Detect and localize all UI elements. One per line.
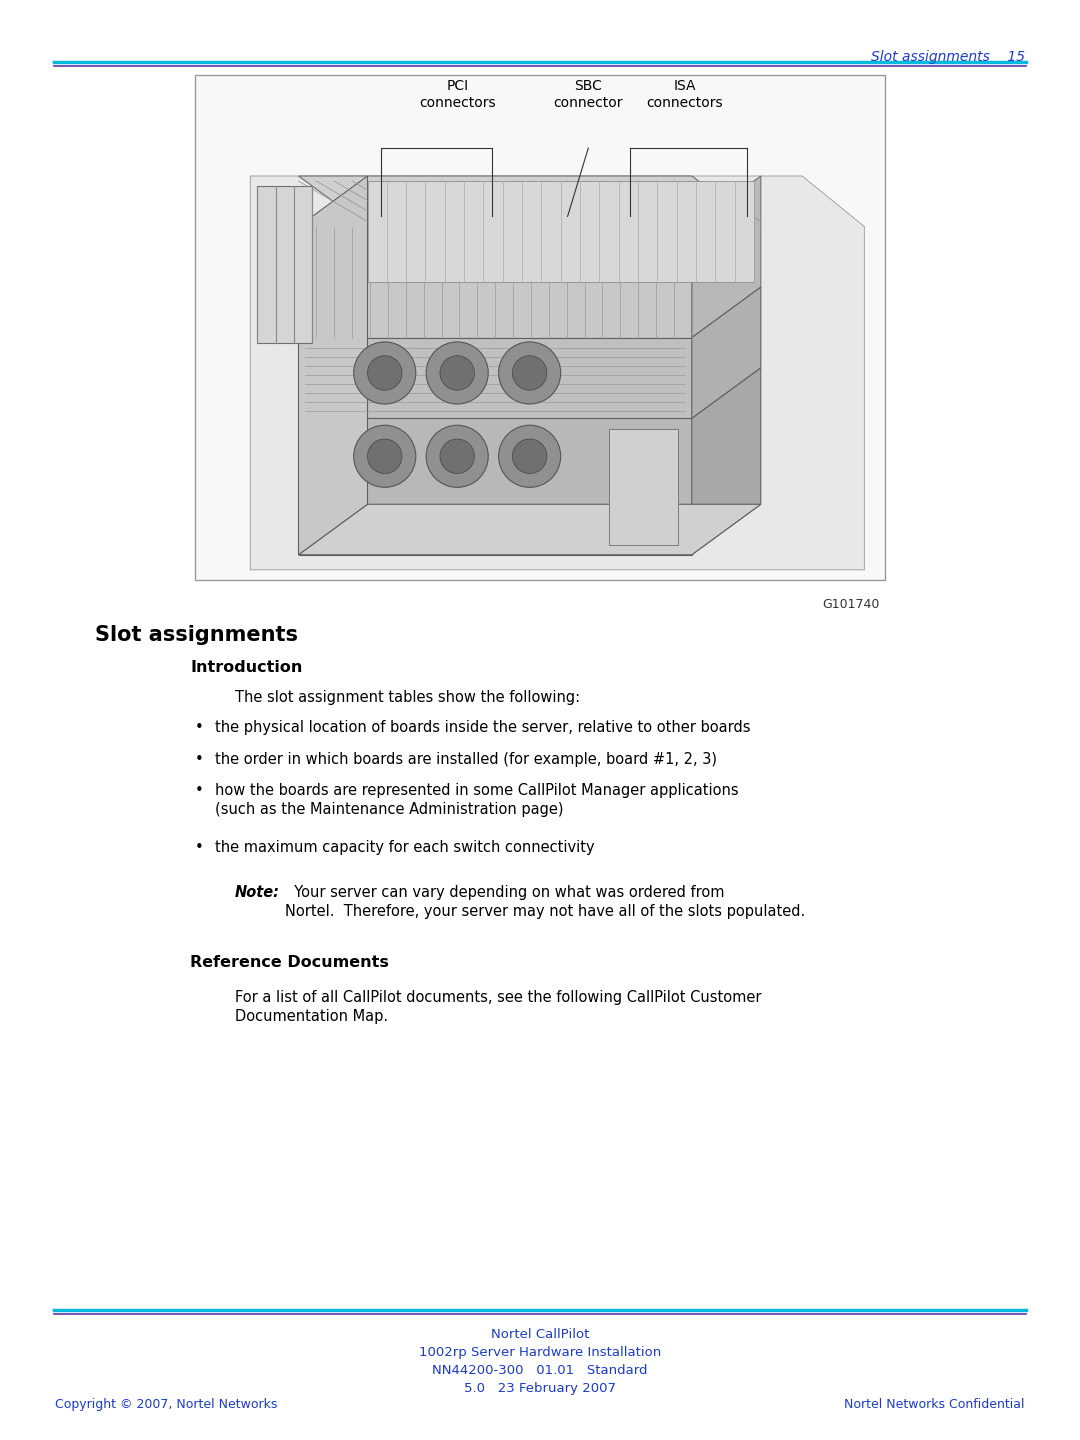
Text: Nortel Networks Confidential: Nortel Networks Confidential <box>845 1398 1025 1411</box>
Polygon shape <box>298 176 367 554</box>
Polygon shape <box>257 186 312 343</box>
Polygon shape <box>692 287 760 419</box>
Text: •: • <box>195 752 204 768</box>
Circle shape <box>427 425 488 487</box>
Circle shape <box>354 425 416 487</box>
Text: Note:: Note: <box>235 886 280 900</box>
Circle shape <box>354 341 416 405</box>
Text: Copyright © 2007, Nortel Networks: Copyright © 2007, Nortel Networks <box>55 1398 278 1411</box>
Text: Introduction: Introduction <box>190 660 302 675</box>
Text: •: • <box>195 783 204 798</box>
Text: G101740: G101740 <box>823 598 880 611</box>
Circle shape <box>440 356 474 390</box>
Polygon shape <box>609 429 678 544</box>
Circle shape <box>440 439 474 474</box>
Polygon shape <box>298 226 692 337</box>
Text: 5.0   23 February 2007: 5.0 23 February 2007 <box>464 1382 616 1395</box>
Text: 1002rp Server Hardware Installation: 1002rp Server Hardware Installation <box>419 1346 661 1359</box>
Text: The slot assignment tables show the following:: The slot assignment tables show the foll… <box>235 690 580 706</box>
Text: NN44200-300   01.01   Standard: NN44200-300 01.01 Standard <box>432 1364 648 1377</box>
Text: Slot assignments: Slot assignments <box>95 625 298 645</box>
Text: Your server can vary depending on what was ordered from
Nortel.  Therefore, your: Your server can vary depending on what w… <box>285 886 806 919</box>
Text: Reference Documents: Reference Documents <box>190 955 389 971</box>
Polygon shape <box>692 176 760 337</box>
Circle shape <box>499 425 561 487</box>
Polygon shape <box>251 176 864 570</box>
Text: Nortel CallPilot: Nortel CallPilot <box>490 1328 590 1341</box>
Polygon shape <box>298 176 760 226</box>
Text: PCI
connectors: PCI connectors <box>419 79 496 109</box>
Text: how the boards are represented in some CallPilot Manager applications
(such as t: how the boards are represented in some C… <box>215 783 739 818</box>
Circle shape <box>427 341 488 405</box>
Polygon shape <box>692 367 760 554</box>
Text: the order in which boards are installed (for example, board #1, 2, 3): the order in which boards are installed … <box>215 752 717 768</box>
Circle shape <box>499 341 561 405</box>
Polygon shape <box>298 419 692 554</box>
Polygon shape <box>298 504 760 554</box>
Text: •: • <box>195 720 204 734</box>
Text: SBC
connector: SBC connector <box>554 79 623 109</box>
Circle shape <box>512 439 546 474</box>
Polygon shape <box>367 181 754 282</box>
Text: the physical location of boards inside the server, relative to other boards: the physical location of boards inside t… <box>215 720 751 734</box>
Text: the maximum capacity for each switch connectivity: the maximum capacity for each switch con… <box>215 840 595 855</box>
Bar <box>195 75 885 580</box>
Polygon shape <box>298 337 692 419</box>
Circle shape <box>367 356 402 390</box>
Text: For a list of all CallPilot documents, see the following CallPilot Customer
Docu: For a list of all CallPilot documents, s… <box>235 991 761 1024</box>
Circle shape <box>367 439 402 474</box>
Circle shape <box>512 356 546 390</box>
Text: ISA
connectors: ISA connectors <box>647 79 724 109</box>
Text: Slot assignments    15: Slot assignments 15 <box>870 50 1025 63</box>
Text: •: • <box>195 840 204 855</box>
